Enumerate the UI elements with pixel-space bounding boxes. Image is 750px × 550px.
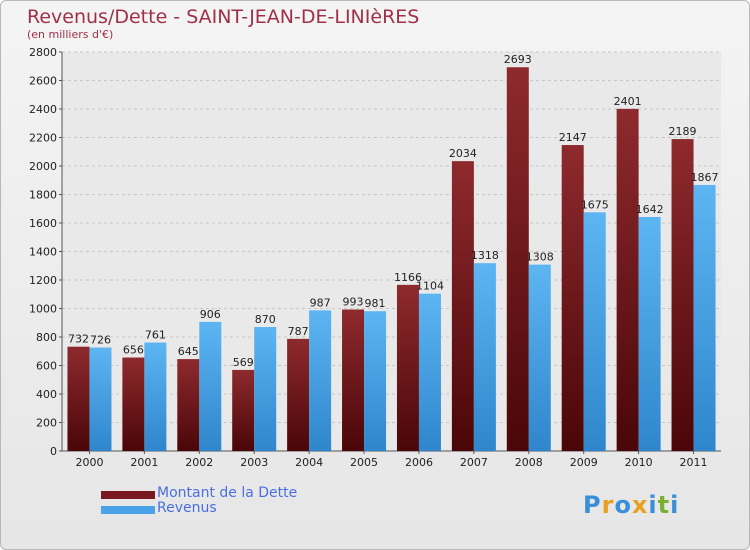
data-label: 761 <box>145 329 166 342</box>
data-label: 1318 <box>471 249 499 262</box>
y-tick-label: 600 <box>36 360 57 373</box>
bar-revenus-2005 <box>364 311 387 451</box>
data-label: 1166 <box>394 271 422 284</box>
data-label: 1867 <box>691 171 719 184</box>
data-label: 1675 <box>581 198 609 211</box>
x-tick-label: 2000 <box>75 456 103 469</box>
x-tick-label: 2002 <box>185 456 213 469</box>
bar-dette-2005 <box>342 309 365 451</box>
bar-revenus-2008 <box>528 264 551 451</box>
data-label: 2034 <box>449 147 477 160</box>
bar-dette-2004 <box>287 338 310 451</box>
x-tick-label: 2005 <box>350 456 378 469</box>
logo-letter: t <box>657 491 671 519</box>
bar-dette-2007 <box>451 161 474 451</box>
x-tick-label: 2007 <box>460 456 488 469</box>
y-tick-label: 200 <box>36 417 57 430</box>
bar-revenus-2003 <box>254 327 277 451</box>
y-tick-label: 2200 <box>29 132 57 145</box>
x-tick-label: 2004 <box>295 456 323 469</box>
y-tick-label: 400 <box>36 388 57 401</box>
bar-dette-2003 <box>232 369 255 451</box>
y-tick-label: 1600 <box>29 217 57 230</box>
bar-dette-2008 <box>506 67 529 451</box>
bar-dette-2010 <box>616 108 639 452</box>
y-tick-label: 2400 <box>29 103 57 116</box>
x-tick-label: 2008 <box>515 456 543 469</box>
logo-letter: r <box>601 491 615 519</box>
bar-revenus-2001 <box>144 342 167 451</box>
data-label: 569 <box>233 356 254 369</box>
data-label: 1308 <box>526 251 554 264</box>
bar-revenus-2009 <box>583 212 606 451</box>
x-tick-label: 2006 <box>405 456 433 469</box>
bar-dette-2001 <box>122 357 145 451</box>
data-label: 1642 <box>636 203 664 216</box>
bar-revenus-2011 <box>693 184 716 451</box>
legend-label-revenus: Revenus <box>157 500 217 516</box>
bar-dette-2006 <box>396 284 419 451</box>
bar-revenus-2002 <box>199 321 222 451</box>
logo-letter: i <box>670 491 680 519</box>
data-label: 906 <box>200 308 221 321</box>
y-tick-label: 1000 <box>29 303 57 316</box>
data-label: 656 <box>123 344 144 357</box>
x-tick-label: 2003 <box>240 456 268 469</box>
data-label: 981 <box>365 297 386 310</box>
data-label: 732 <box>68 333 89 346</box>
bar-revenus-2000 <box>89 347 112 451</box>
bar-dette-2011 <box>671 139 694 451</box>
y-tick-label: 1400 <box>29 246 57 259</box>
data-label: 726 <box>90 334 111 347</box>
data-label: 870 <box>255 313 276 326</box>
bar-revenus-2006 <box>418 293 441 451</box>
y-tick-label: 1800 <box>29 189 57 202</box>
y-tick-label: 2800 <box>29 46 57 59</box>
x-tick-label: 2011 <box>680 456 708 469</box>
y-tick-label: 800 <box>36 331 57 344</box>
y-tick-label: 2000 <box>29 160 57 173</box>
bar-revenus-2007 <box>473 263 496 451</box>
logo-letter: x <box>631 491 649 519</box>
data-label: 2401 <box>614 95 642 108</box>
logo-letter: i <box>648 491 658 519</box>
logo-letter: P <box>583 491 602 519</box>
bar-revenus-2004 <box>309 310 332 451</box>
legend-label-dette: Montant de la Dette <box>157 485 298 501</box>
proxiti-logo: Proxiti <box>583 491 679 519</box>
x-tick-label: 2001 <box>130 456 158 469</box>
data-label: 993 <box>343 295 364 308</box>
legend-swatch-revenus <box>101 506 155 514</box>
data-label: 1104 <box>416 280 444 293</box>
bar-dette-2002 <box>177 359 200 451</box>
bar-dette-2009 <box>561 145 584 452</box>
y-tick-label: 1200 <box>29 274 57 287</box>
chart-title: Revenus/Dette - SAINT-JEAN-DE-LINIèRES <box>27 6 420 28</box>
legend-swatch-dette <box>101 491 155 499</box>
logo-letter: o <box>614 491 632 519</box>
data-label: 2693 <box>504 53 532 66</box>
data-label: 987 <box>310 296 331 309</box>
data-label: 2189 <box>669 125 697 138</box>
data-label: 645 <box>178 345 199 358</box>
x-tick-label: 2009 <box>570 456 598 469</box>
data-label: 787 <box>288 325 309 338</box>
x-tick-label: 2010 <box>625 456 653 469</box>
bar-dette-2000 <box>67 346 90 451</box>
data-label: 2147 <box>559 131 587 144</box>
y-tick-label: 2600 <box>29 75 57 88</box>
y-tick-label: 0 <box>50 445 57 458</box>
bar-revenus-2010 <box>638 217 661 451</box>
chart-subtitle: (en milliers d'€) <box>27 28 114 41</box>
